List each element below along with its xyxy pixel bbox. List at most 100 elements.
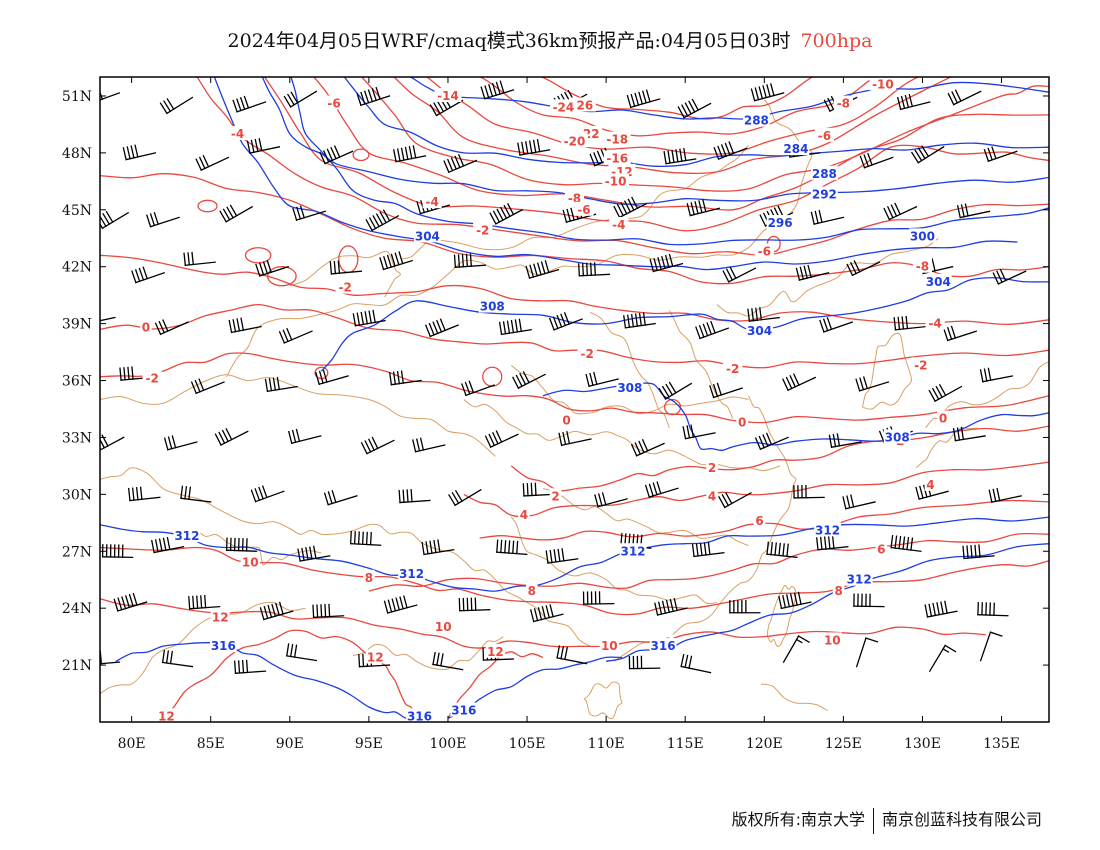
contour-label-bg (875, 541, 888, 556)
isoheight-label: 312 (847, 573, 872, 587)
boundary-line (766, 584, 797, 648)
lon-tick-label: 105E (509, 736, 546, 752)
wind-barb (558, 431, 592, 446)
contour-label-bg (616, 380, 644, 395)
contour-label-bg (766, 215, 794, 230)
lon-tick-label: 115E (667, 736, 704, 752)
wind-barb (180, 485, 212, 503)
lon-tick-label: 130E (904, 736, 941, 752)
wind-barb (393, 145, 427, 163)
lat-tick-label: 21N (62, 658, 92, 674)
boundary-line (226, 99, 813, 377)
lon-tick-label: 95E (355, 736, 383, 752)
contour-label-bg (619, 543, 647, 558)
contour-label-bg (746, 323, 773, 338)
isotherm-label: 6 (755, 514, 763, 528)
geopotential-isoline (213, 77, 1018, 271)
isotherm-label: -26 (572, 98, 594, 112)
contour-label-bg (822, 632, 842, 647)
isotherm-closed (197, 199, 218, 213)
wind-barb (952, 426, 986, 442)
wind-barb (816, 535, 849, 551)
contour-label-bg (649, 638, 677, 653)
contour-label-bg (406, 708, 433, 723)
wind-barb (962, 544, 995, 560)
isoheight-label: 312 (399, 567, 424, 581)
wind-barb (283, 90, 318, 108)
wind-barb (594, 492, 628, 508)
wind-barb (828, 433, 862, 448)
wind-barb (421, 539, 455, 556)
isotherm-label: 0 (142, 320, 150, 334)
contour-label-bg (723, 361, 743, 376)
isoheight-label: 304 (926, 275, 951, 289)
lat-tick-label: 42N (62, 260, 92, 276)
isoheight-label: 300 (910, 229, 935, 243)
isoheight-label: 316 (451, 704, 476, 718)
isoheight-label: 288 (812, 167, 837, 181)
lat-tick-label: 24N (62, 601, 92, 617)
wind-barb (278, 327, 313, 344)
wind-barb (522, 482, 555, 497)
isotherm-label: -6 (577, 203, 590, 217)
contour-label-bg (577, 345, 597, 360)
lat-tick-label: 27N (62, 544, 92, 560)
geopotential-isoline (343, 77, 1049, 167)
lat-tick-label: 30N (62, 487, 92, 503)
lon-tick-label: 85E (197, 736, 225, 752)
temperature-isotherm (463, 461, 1049, 518)
contour-label-bg (706, 459, 718, 474)
wind-barb (297, 545, 331, 562)
contour-label-bg (883, 429, 911, 444)
wind-barb (228, 317, 262, 334)
boundary-line (100, 374, 496, 457)
wind-barb (691, 541, 725, 558)
wind-barb (819, 317, 854, 333)
wind-barb (545, 548, 579, 564)
contour-label-bg (937, 410, 949, 425)
wind-barb (846, 260, 881, 277)
isotherm-label: -24 (553, 100, 575, 114)
boundary-line (761, 683, 828, 712)
contour-label-bg (925, 315, 945, 330)
isotherm-closed (244, 247, 272, 264)
wind-barb (323, 490, 358, 506)
wind-barb (484, 430, 519, 448)
wind-barb (319, 145, 354, 165)
contour-label-bg (560, 412, 573, 427)
wind-barb (529, 604, 564, 623)
isoheight-label: 304 (747, 324, 772, 338)
wind-barb (448, 488, 482, 507)
isotherm-closed (352, 148, 370, 162)
isoheight-label: 312 (620, 544, 645, 558)
title-text: 2024年04月05日WRF/cmaq模式36km预报产品:04月05日03时 (227, 30, 791, 52)
lat-tick-label: 39N (62, 317, 92, 333)
wind-barb (626, 89, 661, 109)
isotherm-label: -4 (612, 218, 625, 232)
wind-barb (677, 98, 712, 119)
lat-tick-label: 51N (62, 89, 92, 105)
wind-barb (988, 487, 1022, 503)
isotherm-label: 0 (738, 415, 746, 429)
wind-barb (365, 209, 400, 232)
wind-barb (163, 435, 198, 451)
copyright-left: 版权所有:南京大学 (731, 810, 865, 829)
isotherm-label: -14 (437, 89, 459, 103)
isotherm-label: -2 (146, 372, 159, 386)
geopotential-isoline (290, 77, 1049, 246)
wind-barb (146, 211, 180, 228)
contour-label-bg (742, 112, 770, 127)
isotherm-label: -2 (914, 358, 927, 372)
contour-label-bg (845, 571, 873, 586)
isotherm-label: -2 (580, 347, 593, 361)
wind-barb (979, 367, 1014, 383)
wind-barb (183, 251, 216, 267)
lon-tick-label: 120E (746, 736, 783, 752)
isotherm-label: -18 (606, 133, 628, 147)
wind-barb (315, 369, 349, 386)
contour-label-bg (782, 141, 810, 156)
wind-barb (686, 199, 721, 217)
contour-labels: -26-24-22-20 -18-16-14-12-10-10-8-8-8-6-6… (140, 76, 952, 723)
axis-ticks: 80E 85E 90E 95E 100E 105E 110E 115E 120E 125E 130E… (62, 77, 1049, 752)
geopotential-isoline (409, 77, 1049, 120)
